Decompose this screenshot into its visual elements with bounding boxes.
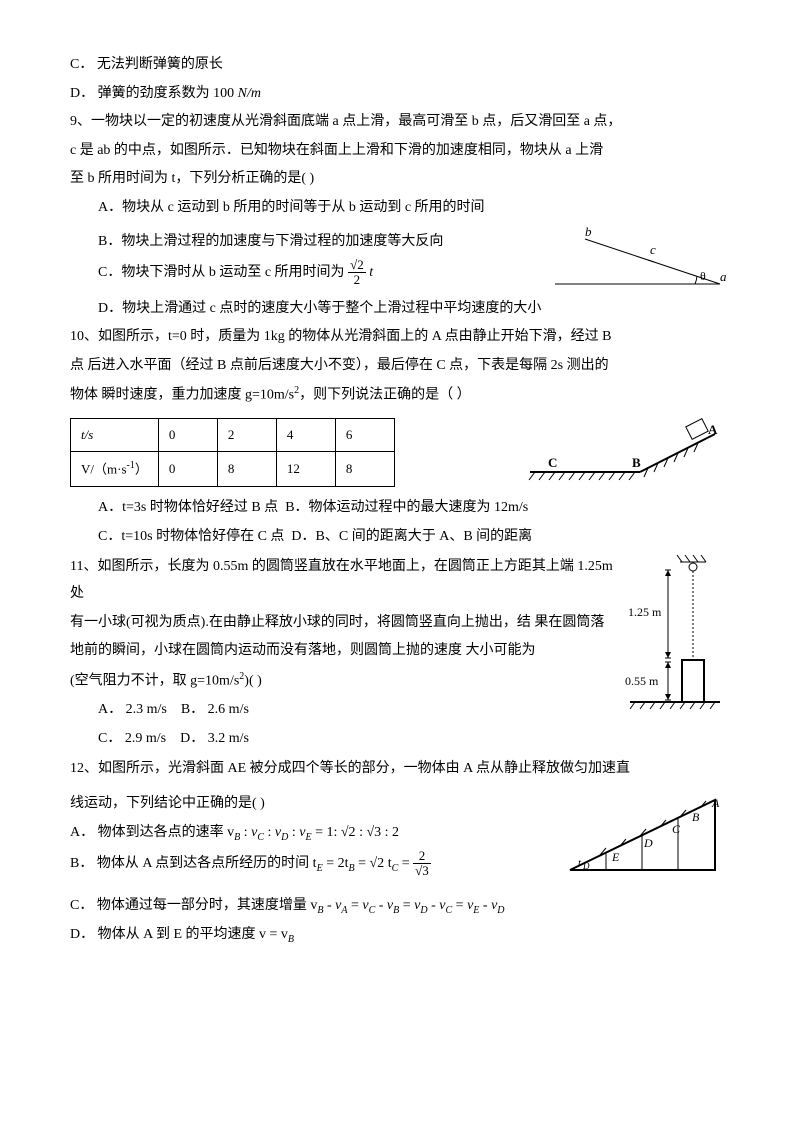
- q11-c: C． 2.9 m/s: [98, 731, 166, 746]
- q8-d-unit: N/m: [238, 86, 261, 101]
- svg-text:0.55 m: 0.55 m: [625, 674, 659, 688]
- q10-a: A．t=3s 时物体恰好经过 B 点: [98, 500, 278, 515]
- cell: t/s: [71, 418, 159, 452]
- q9-c-pre: C．物块下滑时从 b 运动至 c 所用时间为: [98, 265, 345, 280]
- q10-s3-pre: 物体 瞬时速度，重力加速度 g=10m/s: [70, 388, 294, 403]
- svg-text:C: C: [548, 455, 557, 470]
- svg-text:b: b: [585, 224, 592, 239]
- q11-stem-1: 11、如图所示，长度为 0.55m 的圆筒竖直放在水平地面上，在圆筒正上方距其上…: [70, 554, 620, 607]
- q12-figure: tD E D C B A: [560, 785, 730, 885]
- q8-opt-d: D． 弹簧的劲度系数为 100 N/m: [70, 81, 730, 108]
- svg-text:1.25 m: 1.25 m: [628, 605, 662, 619]
- q10-c: C．t=10s 时物体恰好停在 C 点: [98, 529, 284, 544]
- q10-b: B．物体运动过程中的最大速度为 12m/s: [285, 500, 528, 515]
- svg-text:B: B: [632, 455, 641, 470]
- q9-c-den: 2: [348, 273, 366, 287]
- q11-figure: 1.25 m 0.55 m: [620, 552, 730, 717]
- q9-c-post: t: [369, 265, 373, 280]
- q10-opts-cd: C．t=10s 时物体恰好停在 C 点 D．B、C 间的距离大于 A、B 间的距…: [70, 524, 730, 551]
- q10-d: D．B、C 间的距离大于 A、B 间的距离: [291, 529, 532, 544]
- q9-figure: θ a c b: [545, 224, 730, 294]
- q9-opt-a: A．物块从 c 运动到 b 所用的时间等于从 b 运动到 c 所用的时间: [70, 195, 730, 222]
- q11-b: B． 2.6 m/s: [181, 702, 249, 717]
- q9-opt-b: B．物块上滑过程的加速度与下滑过程的加速度等大反向: [70, 229, 545, 256]
- svg-text:a: a: [720, 269, 727, 284]
- q11-stem-4: (空气阻力不计，取 g=10m/s2)( ): [70, 667, 620, 695]
- q9-stem-3: 至 b 所用时间为 t，下列分析正确的是( ): [70, 166, 730, 193]
- svg-text:A: A: [708, 422, 718, 437]
- svg-text:D: D: [643, 836, 653, 850]
- q10-figure: C B A: [520, 412, 730, 492]
- cell: 2: [217, 418, 276, 452]
- q11-stem-2: 有一小球(可视为质点).在由静止释放小球的同时，将圆筒竖直向上抛出，结 果在圆筒…: [70, 610, 620, 637]
- cell: 8: [335, 452, 394, 487]
- q12-opt-b: B． 物体从 A 点到达各点所经历的时间 tE = 2tB = √2 tC = …: [70, 849, 560, 879]
- q11-d: D． 3.2 m/s: [180, 731, 249, 746]
- cell: 0: [158, 452, 217, 487]
- q12-opt-c: C． 物体通过每一部分时，其速度增量 vB - vA = vC - vB = v…: [70, 893, 730, 920]
- q12-opt-a: A． 物体到达各点的速率 vB : vC : vD : vE = 1: √2 :…: [70, 820, 560, 847]
- q10-table: t/s 0 2 4 6 V/（m·s-1） 0 8 12 8: [70, 418, 395, 488]
- cell: 4: [276, 418, 335, 452]
- q10-stem-1: 10、如图所示，t=0 时，质量为 1kg 的物体从光滑斜面上的 A 点由静止开…: [70, 324, 730, 351]
- svg-text:θ: θ: [700, 269, 706, 283]
- q12-stem-1: 12、如图所示，光滑斜面 AE 被分成四个等长的部分，一物体由 A 点从静止释放…: [70, 756, 730, 783]
- q9-c-num: √2: [348, 258, 366, 273]
- q10-s3-post: ，则下列说法正确的是（ ）: [299, 388, 471, 403]
- table-row: t/s 0 2 4 6: [71, 418, 395, 452]
- q10-stem-2: 点 后进入水平面（经过 B 点前后速度大小不变），最后停在 C 点，下表是每隔 …: [70, 353, 730, 380]
- svg-text:C: C: [672, 822, 681, 836]
- q11-a: A． 2.3 m/s: [98, 702, 167, 717]
- q9-opt-d: D．物块上滑通过 c 点时的速度大小等于整个上滑过程中平均速度的大小: [70, 296, 730, 323]
- svg-text:D: D: [582, 861, 590, 871]
- cell: V/（m·s-1）: [71, 452, 159, 487]
- q11-s4-post: )( ): [244, 674, 262, 689]
- q11-s4-pre: (空气阻力不计，取 g=10m/s: [70, 674, 239, 689]
- q12-stem-2: 线运动，下列结论中正确的是( ): [70, 791, 560, 818]
- q12-opt-d: D． 物体从 A 到 E 的平均速度 v = vB: [70, 922, 730, 949]
- svg-text:E: E: [611, 850, 620, 864]
- q11-ab: A． 2.3 m/s B． 2.6 m/s: [70, 697, 620, 724]
- cell: 0: [158, 418, 217, 452]
- q9-stem-1: 9、一物块以一定的初速度从光滑斜面底端 a 点上滑，最高可滑至 b 点，后又滑回…: [70, 109, 730, 136]
- q9-c-frac: √2 2: [348, 258, 366, 288]
- svg-text:c: c: [650, 242, 656, 257]
- table-row: V/（m·s-1） 0 8 12 8: [71, 452, 395, 487]
- q10-opts-ab: A．t=3s 时物体恰好经过 B 点 B．物体运动过程中的最大速度为 12m/s: [70, 495, 730, 522]
- q9-opt-c: C．物块下滑时从 b 运动至 c 所用时间为 √2 2 t: [70, 258, 545, 288]
- cell: 6: [335, 418, 394, 452]
- q10-stem-3: 物体 瞬时速度，重力加速度 g=10m/s2，则下列说法正确的是（ ）: [70, 381, 730, 409]
- q8-d-text: D． 弹簧的劲度系数为 100: [70, 86, 238, 101]
- svg-text:A: A: [711, 796, 720, 810]
- cell: 8: [217, 452, 276, 487]
- svg-text:B: B: [692, 810, 700, 824]
- q9-stem-2: c 是 ab 的中点，如图所示．已知物块在斜面上上滑和下滑的加速度相同，物块从 …: [70, 138, 730, 165]
- q8-opt-c: C． 无法判断弹簧的原长: [70, 52, 730, 79]
- q11-cd: C． 2.9 m/s D． 3.2 m/s: [70, 726, 620, 753]
- q11-stem-3: 地前的瞬间，小球在圆筒内运动而没有落地，则圆筒上抛的速度 大小可能为: [70, 638, 620, 665]
- cell: 12: [276, 452, 335, 487]
